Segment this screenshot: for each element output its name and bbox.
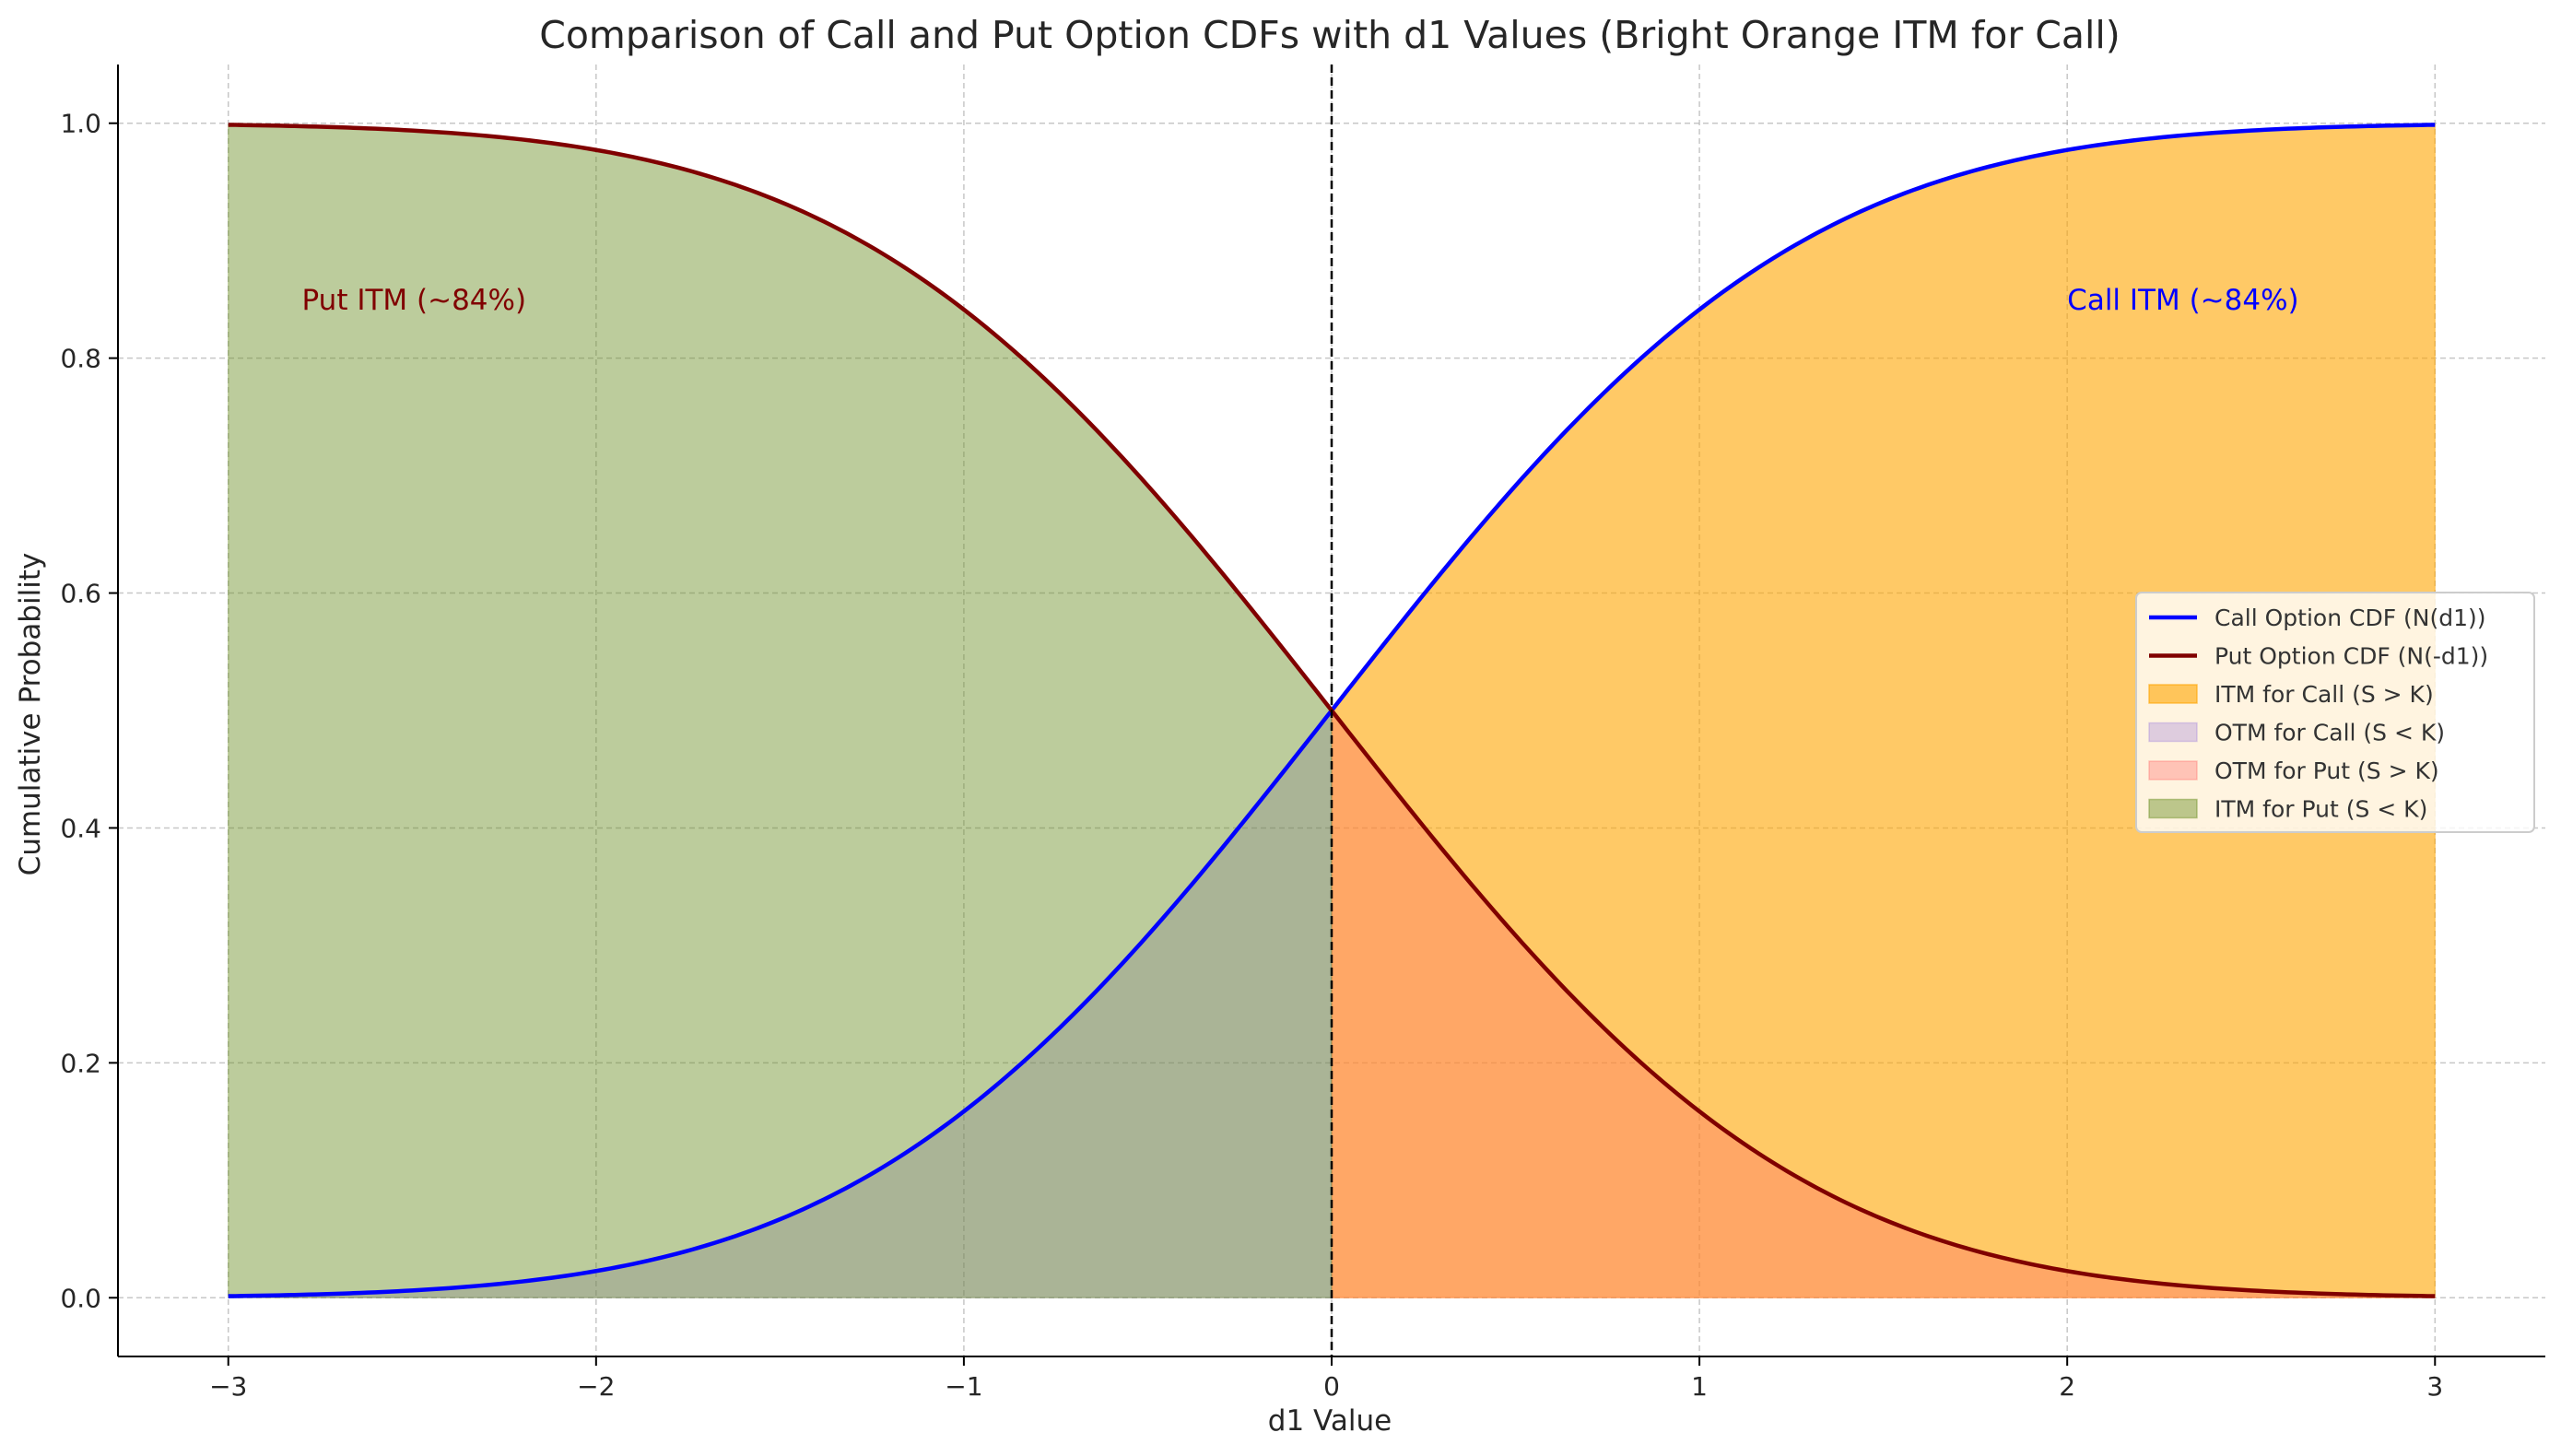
legend-label: ITM for Call (S > K) [2214, 681, 2434, 708]
legend-label: Put Option CDF (N(-d1)) [2214, 643, 2488, 670]
legend-label: Call Option CDF (N(d1)) [2214, 605, 2486, 631]
y-tick-label: 0.6 [60, 579, 101, 609]
annotation-1: Call ITM (~84%) [2067, 284, 2298, 317]
x-tick-label: 3 [2426, 1371, 2443, 1402]
x-tick-label: −1 [945, 1371, 982, 1402]
annotations: Put ITM (~84%) Call ITM (~84%) [302, 284, 2299, 317]
legend-label: OTM for Call (S < K) [2214, 720, 2445, 746]
x-tick-label: −3 [209, 1371, 247, 1402]
y-tick-label: 0.2 [60, 1048, 101, 1078]
legend: Call Option CDF (N(d1)) Put Option CDF (N… [2135, 592, 2535, 833]
x-tick-label: 1 [1691, 1371, 1708, 1402]
x-tick-label: 0 [1323, 1371, 1340, 1402]
annotation-0: Put ITM (~84%) [302, 284, 527, 317]
y-tick-label: 0.4 [60, 813, 101, 843]
legend-label: OTM for Put (S > K) [2214, 757, 2439, 784]
fill-regions [228, 123, 2436, 1298]
y-tick-label: 0.0 [60, 1283, 101, 1313]
y-tick-label: 1.0 [60, 109, 101, 139]
x-tick-label: −2 [577, 1371, 615, 1402]
legend-swatch-patch [2148, 684, 2198, 704]
ticks: −3 −2 −1 0 1 2 3 0.0 0.2 0.4 0.6 0.8 1.0 [60, 109, 2443, 1402]
legend-swatch-patch [2148, 722, 2198, 743]
legend-swatch-patch [2148, 798, 2198, 819]
chart-title: Comparison of Call and Put Option CDFs w… [539, 13, 2120, 57]
x-axis-label: d1 Value [1268, 1404, 1392, 1438]
y-axis-label: Cumulative Probability [14, 553, 47, 876]
x-tick-label: 2 [2059, 1371, 2075, 1402]
legend-box [2135, 592, 2535, 833]
legend-label: ITM for Put (S < K) [2214, 796, 2427, 823]
legend-swatch-patch [2148, 760, 2198, 781]
y-tick-label: 0.8 [60, 344, 101, 374]
